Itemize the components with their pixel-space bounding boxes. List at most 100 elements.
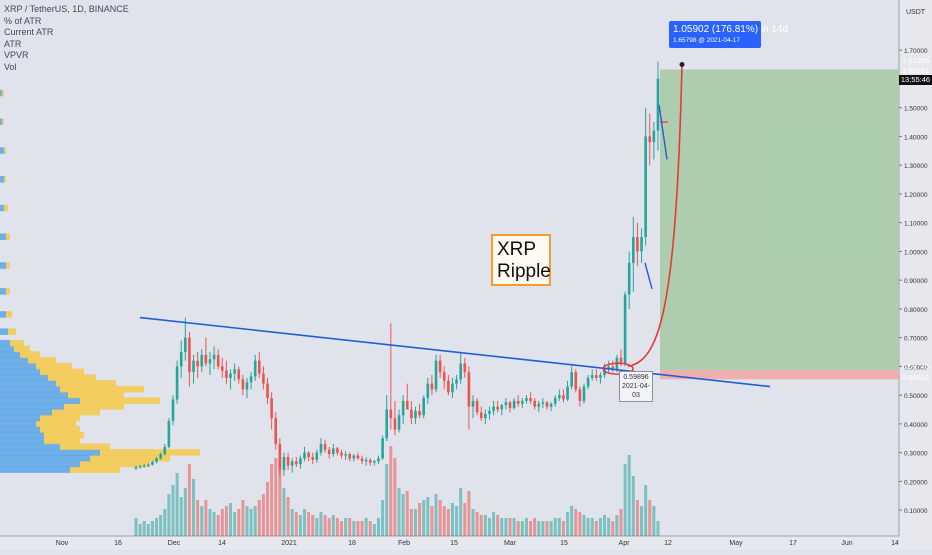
candle-body [553,398,557,404]
candle-body [368,459,372,463]
candle-body [578,389,582,401]
candle-body [266,383,269,399]
vpvr-bar-up [0,449,100,456]
candle-body [360,458,364,462]
y-tick-label: 1.70000 [904,48,928,55]
candle-body [529,398,532,401]
volume-bar [598,518,602,536]
volume-bar [204,500,208,536]
y-tick-label: 0.10000 [904,508,928,515]
candle-body [381,438,384,459]
volume-bar [553,518,557,536]
candle-body [570,372,573,387]
volume-bar [327,518,331,536]
vpvr-bar-down [68,391,124,399]
candle-body [393,418,397,430]
candle-body [192,360,195,373]
candle-body [541,402,545,404]
volume-bar [142,521,146,536]
volume-bar [196,500,200,536]
volume-bar [487,518,491,536]
vpvr-bar-up [0,345,14,353]
candle-body [434,360,438,390]
indicator-atr: ATR [4,38,22,49]
vpvr-bar-up [0,351,20,358]
volume-bar [175,473,179,536]
vpvr-bar-up [0,420,36,427]
volume-bar [426,497,430,536]
vpvr-bar-down [2,89,4,97]
xrp-ripple-annotation[interactable]: XRP Ripple [491,234,551,286]
volume-bar [405,491,409,536]
vpvr-bar-down [44,437,80,445]
candle-body [397,415,401,430]
candle-body [430,383,434,390]
candle-body [533,400,536,407]
vpvr-bar-up [0,460,80,468]
volume-bar [459,488,463,536]
y-tick-label: 1.30000 [904,163,928,170]
vpvr-bar-down [80,397,160,404]
volume-bar [138,524,142,536]
volume-bar [603,515,607,536]
candle-body [282,456,286,470]
y-tick-label: 0.40000 [904,422,928,429]
vpvr-bar-up [0,262,6,269]
point-label: 0.59896 2021-04-03 [619,371,653,402]
volume-bar [656,521,660,536]
volume-bar [549,521,553,536]
candle-body [151,461,154,465]
x-tick-label: 15 [450,540,458,547]
price-tag-target-text: 1.63265 [901,56,930,65]
vpvr-bar-up [0,368,40,376]
x-tick-label: 17 [789,540,797,547]
candle-body [241,379,245,390]
vpvr-bar-down [60,385,144,393]
volume-bar [434,494,438,536]
volume-bar [307,512,311,536]
breakout-circle [602,362,634,375]
volume-bar [450,503,454,536]
volume-bar [150,521,154,536]
candle-body [159,454,162,459]
annotation-line-2: Ripple [497,261,551,282]
volume-bar [594,521,598,536]
candle-body [299,458,302,465]
indicator-pct-atr: % of ATR [4,15,42,26]
candle-body [426,383,430,399]
candle-body [459,363,462,380]
y-tick-label: 1.20000 [904,192,928,199]
candle-body [270,398,273,419]
candle-body [311,456,315,460]
volume-bar [319,512,323,536]
countdown-tag: 13:55:46 [899,75,932,85]
candle-body [294,461,298,465]
volume-bar [163,509,167,536]
volume-bar [393,458,397,536]
candle-body [623,294,627,364]
projection-endpoint [679,62,685,68]
vpvr-bar-down [56,380,116,387]
candle-body [221,366,224,371]
volume-bar [524,518,528,536]
candle-body [627,262,631,295]
volume-bar [179,497,183,536]
vpvr-bar-up [0,233,6,241]
volume-bar [607,518,611,536]
volume-bar [212,512,216,536]
candle-body [373,461,376,463]
volume-bar [245,506,249,536]
y-tick-label: 0.30000 [904,451,928,458]
vpvr-bar-up [0,426,40,433]
vpvr-bar-down [28,357,56,364]
x-tick-label: 15 [560,540,568,547]
candle-body [558,395,561,399]
y-tick-label: 0.60000 [904,364,928,371]
vpvr-bar-up [0,374,48,381]
volume-bar [397,488,401,536]
volume-bar [372,524,376,536]
vpvr-bar-up [0,414,40,422]
y-tick-label: 0.20000 [904,479,928,486]
